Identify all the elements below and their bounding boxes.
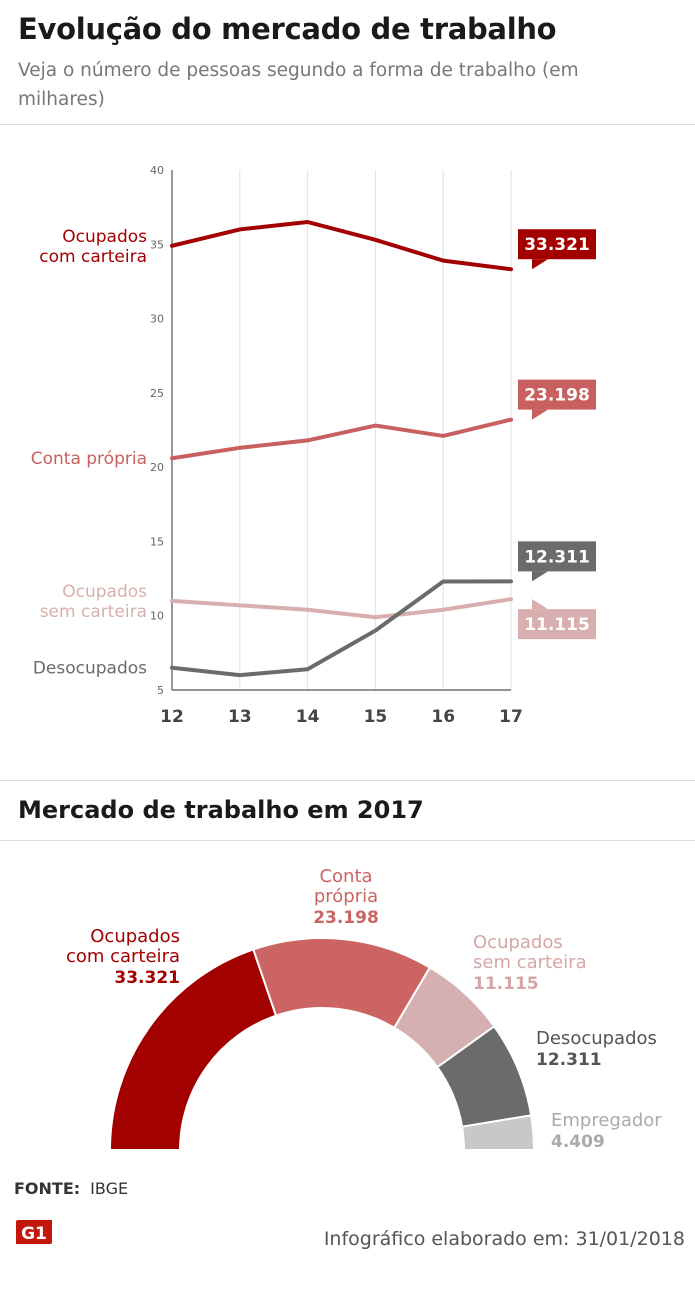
value-tag-label: 23.198 [524, 386, 590, 406]
slice-value-label: 12.311 [536, 1050, 602, 1070]
slice-label: Ocupados [90, 926, 180, 947]
g1-logo: G1 [16, 1220, 52, 1244]
series-label: com carteira [39, 247, 147, 267]
value-tag [518, 609, 596, 640]
value-tag-pointer [532, 571, 548, 582]
x-tick-label: 14 [296, 707, 320, 727]
slice-label: sem carteira [473, 952, 587, 973]
x-tick-label: 17 [499, 707, 523, 727]
series-label: sem carteira [40, 602, 147, 622]
value-tag-label: 33.321 [524, 235, 590, 255]
page-subtitle: Veja o número de pessoas segundo a forma… [18, 60, 579, 110]
y-tick-label: 5 [157, 684, 164, 697]
section-divider [0, 780, 695, 781]
y-tick-label: 35 [150, 238, 164, 251]
slice-label: com carteira [66, 946, 180, 967]
slice-value-label: 23.198 [313, 908, 379, 928]
y-tick-label: 20 [150, 461, 164, 474]
value-tag-pointer [532, 259, 548, 270]
x-tick-label: 13 [228, 707, 252, 727]
source-label: FONTE: [14, 1179, 81, 1198]
series-line [170, 417, 513, 461]
header-divider [0, 124, 695, 125]
slice-label: Empregador [551, 1110, 662, 1131]
x-tick-label: 15 [364, 707, 388, 727]
series-label: Desocupados [33, 659, 147, 679]
y-tick-label: 10 [150, 610, 164, 623]
section2-divider [0, 840, 695, 841]
slice-label: própria [314, 886, 378, 907]
page-title: Evolução do mercado de trabalho [18, 12, 557, 46]
slice-label: Conta [319, 866, 372, 887]
value-tag-label: 11.115 [524, 615, 590, 635]
value-tag-pointer [532, 599, 548, 610]
series-label: Conta própria [31, 449, 147, 469]
series-line [170, 597, 513, 620]
value-tag [518, 379, 596, 410]
source-line: FONTE: IBGE [14, 1179, 128, 1198]
y-tick-label: 15 [150, 535, 164, 548]
slice-value-label: 4.409 [551, 1132, 605, 1152]
y-tick-label: 25 [150, 387, 164, 400]
value-tag-pointer [532, 409, 548, 420]
y-tick-label: 30 [150, 313, 164, 326]
donut-slice [460, 1114, 536, 1151]
value-tag [518, 541, 596, 572]
source-value: IBGE [90, 1179, 129, 1198]
series-line [170, 220, 513, 272]
series-line [170, 579, 513, 678]
x-tick-label: 12 [160, 707, 184, 727]
slice-value-label: 11.115 [473, 974, 539, 994]
g1-logo-text: G1 [21, 1224, 47, 1244]
slice-label: Desocupados [536, 1028, 657, 1049]
series-label: Ocupados [62, 227, 147, 247]
x-tick-label: 16 [431, 707, 455, 727]
donut-chart-title: Mercado de trabalho em 2017 [18, 796, 424, 824]
y-tick-label: 40 [150, 164, 164, 177]
value-tag [518, 229, 596, 260]
slice-value-label: 33.321 [114, 968, 180, 988]
credit-line: Infográfico elaborado em: 31/01/2018 [323, 1228, 685, 1250]
value-tag-label: 12.311 [524, 547, 590, 567]
series-label: Ocupados [62, 582, 147, 602]
slice-label: Ocupados [473, 932, 563, 953]
